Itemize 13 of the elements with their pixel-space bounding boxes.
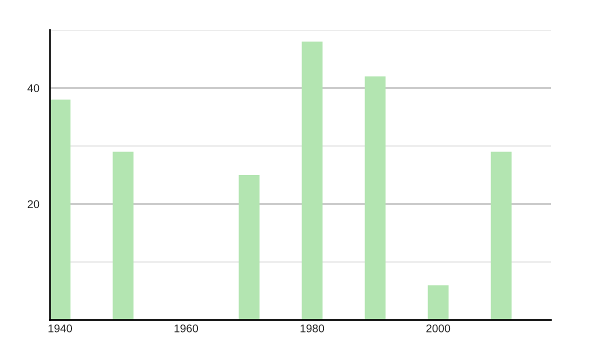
x-tick-label: 1960 [174, 324, 198, 332]
bar [50, 100, 70, 320]
x-tick-label: 1980 [300, 324, 324, 332]
bar [428, 285, 449, 320]
bar [238, 175, 260, 320]
x-tick-label: 1940 [48, 324, 72, 332]
y-tick-label: 20 [28, 200, 40, 208]
y-tick-label: 40 [27, 84, 40, 92]
bar [112, 152, 134, 320]
x-tick-label: 2000 [426, 324, 450, 332]
bar [490, 152, 512, 320]
bar [302, 42, 323, 320]
bar [364, 76, 386, 320]
